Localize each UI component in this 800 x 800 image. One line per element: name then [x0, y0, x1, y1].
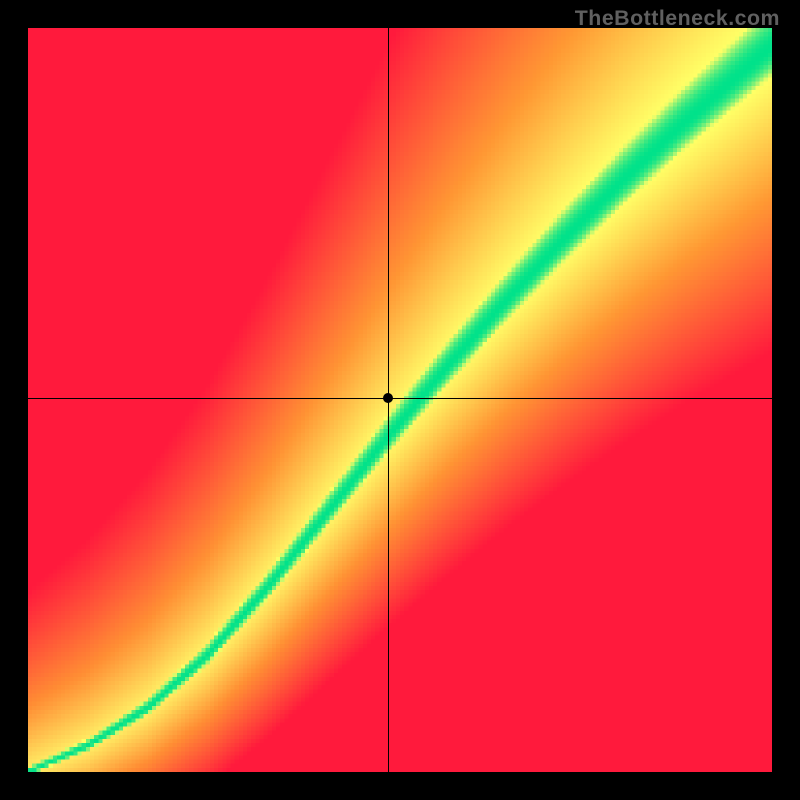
watermark-text: TheBottleneck.com	[575, 6, 780, 31]
heatmap-canvas	[28, 28, 772, 772]
plot-area	[28, 28, 772, 772]
crosshair-dot	[383, 393, 393, 403]
crosshair-horizontal	[28, 398, 772, 399]
